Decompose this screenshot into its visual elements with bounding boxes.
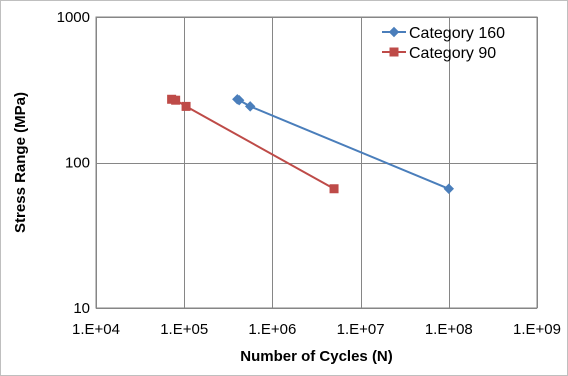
data-point-category-160 [233, 94, 245, 106]
x-axis-title: Number of Cycles (N) [240, 348, 393, 365]
series-category-90 [167, 94, 339, 194]
legend-marker [388, 26, 400, 38]
data-point-category-90 [329, 184, 339, 194]
series-layer [167, 94, 455, 194]
legend: Category 160 Category 90 [382, 25, 505, 62]
x-tick-label: 1.E+04 [72, 321, 120, 338]
x-tick-label: 1.E+09 [513, 321, 561, 338]
data-point-category-90 [181, 101, 191, 111]
legend-label: Category 90 [409, 45, 496, 62]
data-point-category-160 [244, 101, 256, 112]
x-tick-labels: 1.E+04 1.E+05 1.E+06 1.E+07 1.E+08 1.E+09 [72, 321, 561, 338]
x-tick-label: 1.E+05 [160, 321, 208, 338]
y-axis-title: Stress Range (MPa) [12, 92, 29, 233]
x-tick-label: 1.E+08 [425, 321, 473, 338]
y-tick-labels: 10 100 1000 [57, 9, 90, 317]
y-tick-label: 10 [73, 300, 90, 317]
legend-label: Category 160 [409, 25, 505, 42]
legend-marker [389, 47, 399, 57]
x-tick-label: 1.E+06 [248, 321, 296, 338]
y-tick-label: 1000 [57, 9, 90, 26]
plot-area-frame [95, 16, 538, 309]
data-point-category-160 [443, 183, 455, 194]
legend-entry-category-90: Category 90 [382, 45, 496, 62]
series-category-160 [232, 94, 455, 194]
data-point-category-90 [171, 95, 181, 105]
y-tick-label: 100 [65, 155, 90, 172]
legend-entry-category-160: Category 160 [382, 25, 505, 42]
x-tick-label: 1.E+07 [337, 321, 385, 338]
